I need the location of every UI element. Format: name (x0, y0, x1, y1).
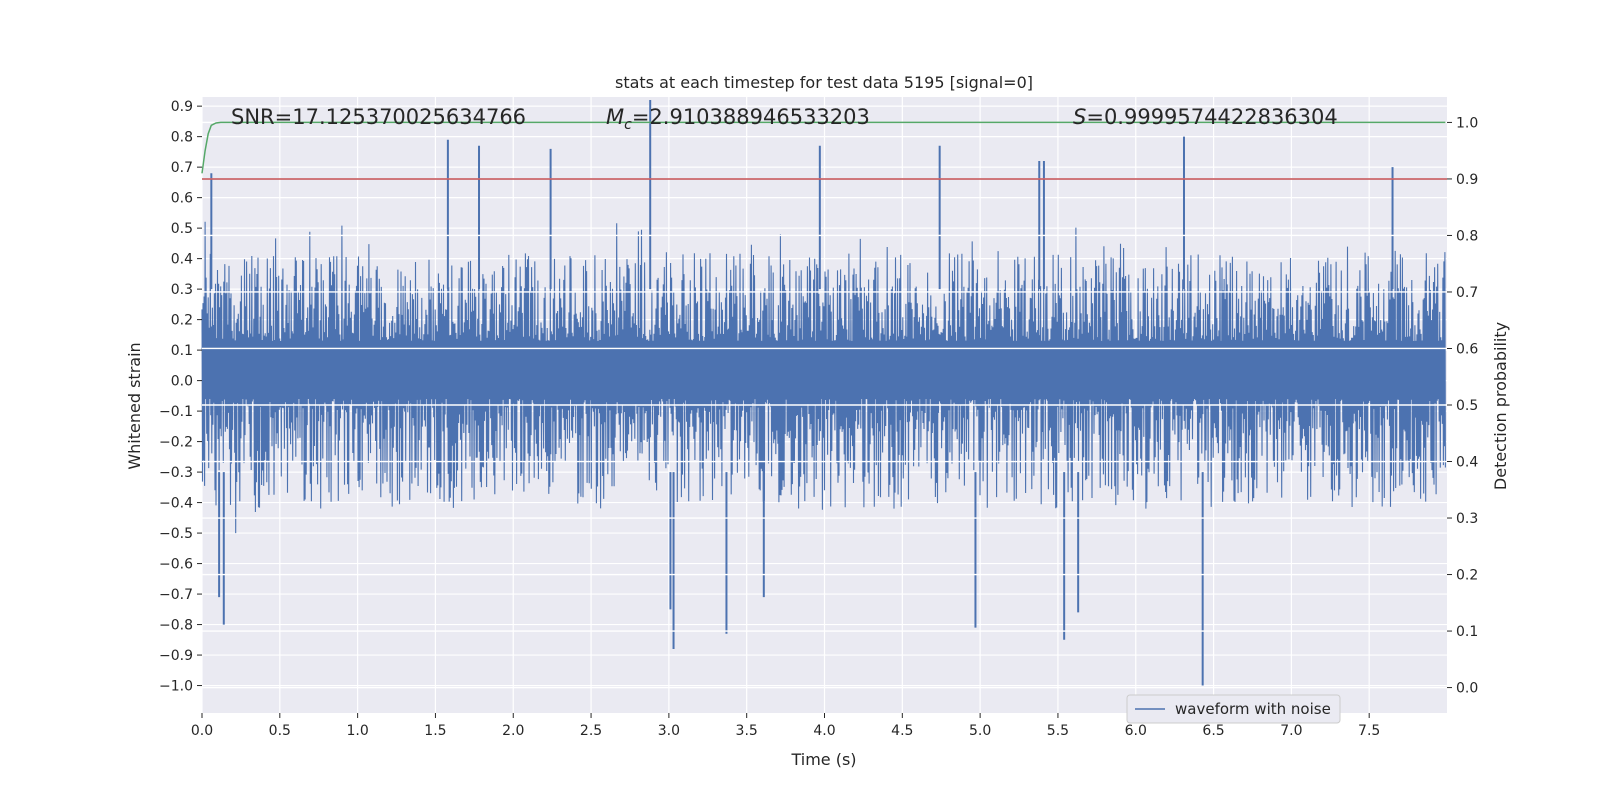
chirp-mass-annotation: Mc=2.910388946533203 (606, 105, 870, 133)
x-tick-label: 0.5 (269, 723, 291, 739)
x-tick-label: 6.0 (1125, 723, 1147, 739)
y-tick-label: 0.1 (171, 343, 193, 359)
y-tick-label: 0.0 (171, 374, 193, 390)
statistic-value: =0.9999574422836304 (1086, 105, 1337, 129)
y2-tick-label: 0.1 (1456, 624, 1478, 640)
y-tick-label: 0.2 (171, 313, 193, 329)
chart-title: stats at each timestep for test data 519… (615, 73, 1033, 92)
y2-tick-label: 0.3 (1456, 511, 1478, 527)
chirp-mass-subscript: c (624, 117, 632, 133)
y-tick-label: 0.5 (171, 221, 193, 237)
statistic-annotation: S=0.9999574422836304 (1073, 105, 1338, 129)
x-tick-label: 2.5 (580, 723, 602, 739)
x-tick-label: 2.0 (502, 723, 524, 739)
x-tick-label: 1.5 (424, 723, 446, 739)
legend-box (1126, 694, 1341, 724)
y-tick-label: 0.3 (171, 282, 193, 298)
y-tick-label: 0.8 (171, 130, 193, 146)
chirp-mass-symbol: M (606, 105, 624, 129)
legend: waveform with noise (1126, 694, 1341, 724)
x-tick-label: 1.0 (346, 723, 368, 739)
y2-tick-label: 0.2 (1456, 568, 1478, 584)
snr-annotation: SNR=17.125370025634766 (231, 105, 526, 129)
y-tick-label: −0.3 (159, 465, 193, 481)
x-tick-label: 5.0 (969, 723, 991, 739)
y-axis-label: Whitened strain (125, 342, 144, 469)
y2-tick-label: 0.9 (1456, 172, 1478, 188)
x-tick-label: 3.0 (658, 723, 680, 739)
y-tick-label: −0.5 (159, 526, 193, 542)
chirp-mass-value: =2.910388946533203 (632, 105, 870, 129)
probability-series (201, 121, 1447, 689)
y2-tick-label: 0.7 (1456, 285, 1478, 301)
x-tick-label: 6.5 (1202, 723, 1224, 739)
y-tick-label: −0.2 (159, 435, 193, 451)
x-tick-label: 4.0 (813, 723, 835, 739)
y2-tick-label: 0.5 (1456, 398, 1478, 414)
x-axis-label: Time (s) (790, 750, 856, 769)
statistic-symbol: S (1073, 105, 1086, 129)
y-tick-label: −0.7 (159, 587, 193, 603)
x-tick-label: 5.5 (1047, 723, 1069, 739)
y-tick-label: −0.8 (159, 618, 193, 634)
y-tick-label: −0.9 (159, 648, 193, 664)
y2-tick-label: 1.0 (1456, 115, 1478, 131)
y2-tick-label: 0.0 (1456, 681, 1478, 697)
y2-tick-label: 0.6 (1456, 341, 1478, 357)
y-tick-label: −0.1 (159, 404, 193, 420)
y-tick-label: 0.9 (171, 99, 193, 115)
y-tick-label: −1.0 (159, 679, 193, 695)
y2-tick-label: 0.4 (1456, 455, 1478, 471)
x-tick-label: 7.0 (1280, 723, 1302, 739)
axes: 0.0 0.5 1.0 1.5 2.0 2.5 3.0 3.5 4.0 4.5 5.0 5.5 6.0 6… (159, 99, 1478, 739)
y-tick-label: 0.4 (171, 252, 193, 268)
x-tick-label: 0.0 (191, 723, 213, 739)
y-tick-label: −0.6 (159, 557, 193, 573)
detection-probability-line (201, 121, 1446, 174)
y2-tick-label: 0.8 (1456, 228, 1478, 244)
waveform-series (201, 100, 1446, 686)
x-tick-label: 3.5 (736, 723, 758, 739)
y-tick-label: −0.4 (159, 496, 193, 512)
y-tick-label: 0.7 (171, 160, 193, 176)
x-tick-label: 7.5 (1358, 723, 1380, 739)
legend-label-waveform: waveform with noise (1175, 700, 1331, 718)
y2-axis-label: Detection probability (1491, 322, 1510, 490)
waveform-dense-band (202, 340, 1446, 399)
x-tick-label: 4.5 (891, 723, 913, 739)
y-tick-label: 0.6 (171, 191, 193, 207)
